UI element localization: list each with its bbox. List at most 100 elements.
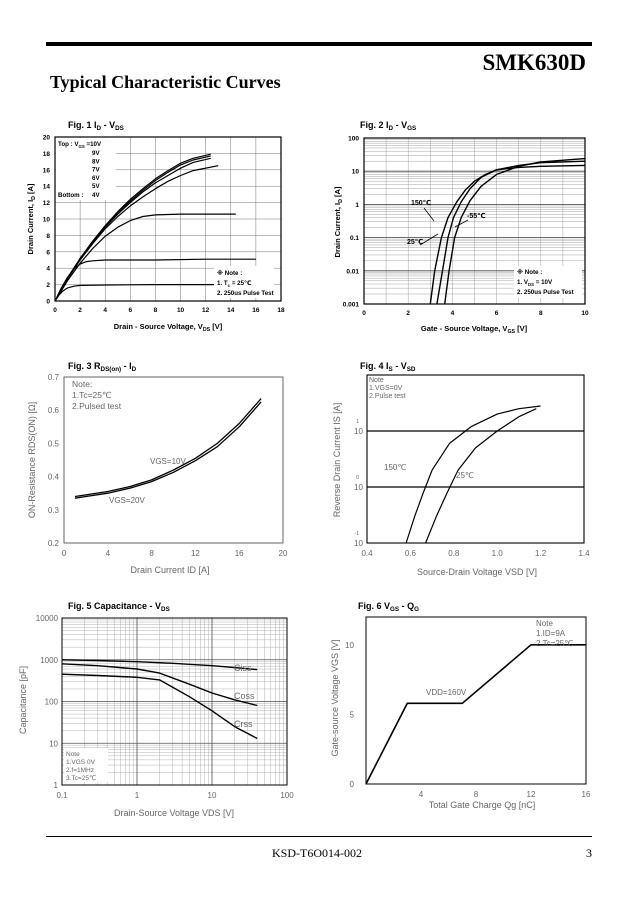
- text-run: 5: [350, 710, 355, 719]
- series-4V: [54, 284, 236, 302]
- x-tick-label: 4: [451, 310, 455, 317]
- text-run: D: [338, 199, 344, 203]
- x-tick-label: 4: [103, 307, 107, 314]
- text-run: 6: [46, 249, 50, 256]
- text-run: Total Gate Charge Qg [nC]: [429, 800, 536, 810]
- series-label-ciss: Ciss: [234, 663, 252, 673]
- text-run: Fig. 2 I: [360, 120, 389, 130]
- y-axis-label: Capacitance [pF]: [18, 666, 28, 734]
- text-run: DS: [203, 327, 211, 333]
- series-label-150c: 150℃: [384, 463, 406, 472]
- note-line: 1.VGS=0V: [369, 385, 403, 392]
- note-line: 2.Pulsed test: [72, 401, 122, 411]
- x-tick-label: 0: [53, 307, 57, 314]
- x-tick-label: 2: [406, 310, 410, 317]
- x-tick-label: 12: [191, 549, 200, 558]
- y-tick-exponent: 0: [356, 475, 359, 481]
- x-tick-label: 8: [149, 549, 154, 558]
- note-line: Note:: [72, 379, 92, 389]
- y-tick-label: 0.01: [346, 268, 359, 275]
- x-tick-label: 4: [106, 549, 111, 558]
- text-run: 0.4: [48, 473, 60, 482]
- text-run: Bottom :: [58, 192, 83, 199]
- x-tick-label: 100: [280, 791, 294, 800]
- note-line: 1. VDS = 10V: [517, 279, 553, 287]
- x-tick-label: 8: [539, 310, 543, 317]
- text-run: 1: [356, 419, 359, 425]
- x-tick-label: 1: [135, 791, 140, 800]
- text-run: 1.2: [535, 549, 547, 558]
- note-line: 2.Tc=25℃: [536, 639, 573, 648]
- text-run: 25℃: [407, 238, 423, 246]
- series-label-vgs20: VGS=20V: [109, 496, 145, 505]
- y-tick-label: 16: [43, 167, 51, 174]
- part-number: SMK630D: [482, 50, 587, 75]
- note-title: ※ Note :: [517, 267, 542, 276]
- text-run: Reverse Drain Current IS [A]: [332, 403, 342, 518]
- text-run: Note: [536, 619, 553, 628]
- x-tick-label: 12: [202, 307, 210, 314]
- text-run: 2: [46, 282, 50, 289]
- chart-title: Fig. 1 ID - VDS: [68, 120, 124, 132]
- note-line: 1.Tc=25℃: [72, 390, 112, 400]
- y-tick-exponent: -1: [355, 531, 360, 537]
- series-Coss: [61, 663, 258, 707]
- text-run: 4: [451, 310, 455, 317]
- text-run: Capacitance [pF]: [18, 666, 28, 734]
- text-run: Drain - Source Voltage, V: [114, 322, 203, 331]
- text-run: 16: [252, 307, 260, 314]
- text-run: Fig. 5 Capacitance - V: [68, 601, 161, 611]
- text-run: = 10V: [534, 279, 553, 286]
- text-run: 2: [406, 310, 410, 317]
- text-run: 10: [208, 791, 217, 800]
- text-run: Gate-source Voltage VGS [V]: [330, 639, 340, 756]
- y-tick-label: 8: [46, 233, 50, 240]
- x-tick-label: 8: [474, 790, 479, 799]
- x-axis-label: Total Gate Charge Qg [nC]: [429, 800, 536, 810]
- text-run: VDD=160V: [426, 688, 467, 697]
- series-VDD=160V: [365, 643, 586, 785]
- text-run: Fig. 1 I: [68, 120, 97, 130]
- text-run: Gate - Source Voltage, V: [421, 324, 508, 333]
- y-tick-label: 10: [43, 217, 51, 224]
- text-run: S: [389, 366, 393, 373]
- annotation-neg55c: -55℃: [467, 212, 486, 220]
- annotation-150c: 150℃: [411, 199, 431, 207]
- text-run: - V: [393, 361, 407, 371]
- text-run: GS: [79, 144, 85, 149]
- x-axis-label: Gate - Source Voltage, VGS [V]: [421, 324, 528, 335]
- y-tick-label: 10: [49, 739, 58, 748]
- y-axis-label: Reverse Drain Current IS [A]: [332, 403, 342, 518]
- note-title: ※ Note :: [217, 268, 242, 277]
- series-label-25c: 25℃: [456, 471, 474, 480]
- text-run: 16: [582, 790, 591, 799]
- y-tick-label: 0.2: [48, 539, 60, 548]
- text-run: 0.5: [48, 439, 60, 448]
- x-tick-label: 1.2: [535, 549, 547, 558]
- text-run: 4: [106, 549, 111, 558]
- y-tick-label: 0.5: [48, 439, 60, 448]
- y-tick-label: 0.001: [343, 302, 360, 309]
- y-tick-label: 14: [43, 184, 51, 191]
- text-run: 0.6: [48, 406, 60, 415]
- text-run: 10: [354, 483, 363, 492]
- text-run: D: [97, 125, 102, 132]
- x-tick-label: 0.6: [405, 549, 417, 558]
- text-run: Top : V: [58, 141, 79, 148]
- text-run: - V: [101, 120, 115, 130]
- y-tick-label: 10: [354, 483, 363, 492]
- y-tick-label: 0.7: [48, 373, 60, 382]
- x-tick-label: 10: [581, 310, 589, 317]
- note-line: 1.VGS 0V: [66, 759, 96, 766]
- x-tick-label: 0: [362, 310, 366, 317]
- y-tick-label: 20: [43, 135, 51, 142]
- x-tick-label: 16: [235, 549, 244, 558]
- series-label-coss: Coss: [234, 691, 255, 701]
- y-tick-label: 10: [354, 539, 363, 548]
- doc-number: KSD-T6O014-002: [272, 846, 362, 860]
- text-run: Drain Current, I: [26, 200, 35, 255]
- text-run: 1.Tc=25℃: [72, 390, 112, 400]
- plot-frame: [63, 376, 284, 544]
- text-run: D: [132, 366, 137, 373]
